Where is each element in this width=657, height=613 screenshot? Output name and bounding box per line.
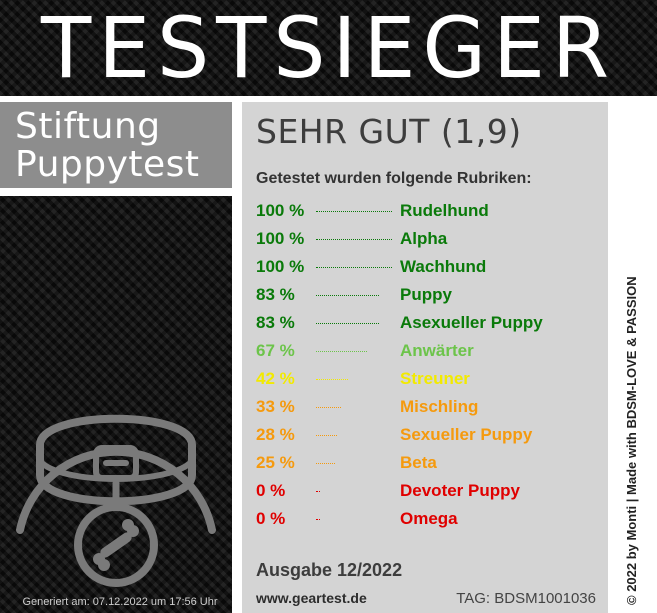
category-label: Streuner	[400, 369, 470, 388]
category-label: Alpha	[400, 229, 448, 248]
score-dotted-bar	[316, 351, 367, 352]
category-row: 100 % Alpha	[256, 227, 606, 251]
generated-timestamp: Generiert am: 07.12.2022 um 17:56 Uhr	[22, 596, 218, 608]
score-dotted-bar	[316, 267, 392, 268]
category-row: 83 % Puppy	[256, 283, 606, 307]
category-label: Puppy	[400, 285, 452, 304]
category-row: 0 % Omega	[256, 507, 606, 531]
categories-intro: Getestet wurden folgende Rubriken:	[256, 170, 532, 187]
category-row: 33 % Mischling	[256, 395, 606, 419]
dog-collar-icon	[16, 414, 216, 587]
category-row: 83 % Asexueller Puppy	[256, 311, 606, 335]
category-row: 0 % Devoter Puppy	[256, 479, 606, 503]
score-dotted-bar	[316, 323, 379, 324]
category-label: Beta	[400, 453, 437, 472]
carbon-panel	[0, 196, 232, 613]
category-label: Wachhund	[400, 257, 487, 276]
score-dotted-bar	[316, 463, 335, 464]
score-dotted-bar	[316, 379, 348, 380]
category-percent: 28 %	[256, 425, 295, 444]
category-percent: 67 %	[256, 341, 295, 360]
category-row: 42 % Streuner	[256, 367, 606, 391]
category-label: Omega	[400, 509, 458, 528]
category-row: 28 % Sexueller Puppy	[256, 423, 606, 447]
page-title: TESTSIEGER	[41, 0, 616, 97]
brand-name-line-1: Stiftung	[15, 106, 161, 147]
copyright-notice: © 2022 by Monti | Made with BDSM-LOVE & …	[624, 276, 639, 605]
category-label: Devoter Puppy	[400, 481, 520, 500]
score-dotted-bar	[316, 435, 337, 436]
brand-name-line-2: Puppytest	[15, 144, 200, 185]
category-row: 100 % Rudelhund	[256, 199, 606, 223]
category-percent: 25 %	[256, 453, 295, 472]
category-label: Anwärter	[400, 341, 474, 360]
brand-logo-box: Stiftung Puppytest	[0, 102, 232, 188]
category-percent: 42 %	[256, 369, 295, 388]
category-row: 100 % Wachhund	[256, 255, 606, 279]
test-tag: TAG: BDSM1001036	[456, 590, 596, 607]
category-label: Mischling	[400, 397, 479, 416]
category-percent: 0 %	[256, 481, 286, 500]
website-link[interactable]: www.geartest.de	[256, 590, 367, 606]
category-percent: 0 %	[256, 509, 286, 528]
score-dotted-bar	[316, 295, 379, 296]
result-card: SEHR GUT (1,9) Getestet wurden folgende …	[242, 102, 608, 613]
score-dotted-bar	[316, 211, 392, 212]
category-percent: 100 %	[256, 257, 305, 276]
category-percent: 100 %	[256, 201, 305, 220]
category-percent: 100 %	[256, 229, 305, 248]
score-dotted-bar	[316, 407, 341, 408]
score-dotted-bar	[316, 519, 320, 520]
category-row: 25 % Beta	[256, 451, 606, 475]
category-percent: 83 %	[256, 313, 295, 332]
category-percent: 33 %	[256, 397, 295, 416]
issue-number: Ausgabe 12/2022	[256, 560, 403, 580]
header-banner: TESTSIEGER	[0, 0, 657, 96]
score-dotted-bar	[316, 491, 320, 492]
score-dotted-bar	[316, 239, 392, 240]
category-label: Rudelhund	[400, 201, 489, 220]
category-percent: 83 %	[256, 285, 295, 304]
category-label: Asexueller Puppy	[400, 313, 543, 332]
grade-rating: SEHR GUT (1,9)	[256, 112, 522, 151]
category-row: 67 % Anwärter	[256, 339, 606, 363]
category-label: Sexueller Puppy	[400, 425, 533, 444]
